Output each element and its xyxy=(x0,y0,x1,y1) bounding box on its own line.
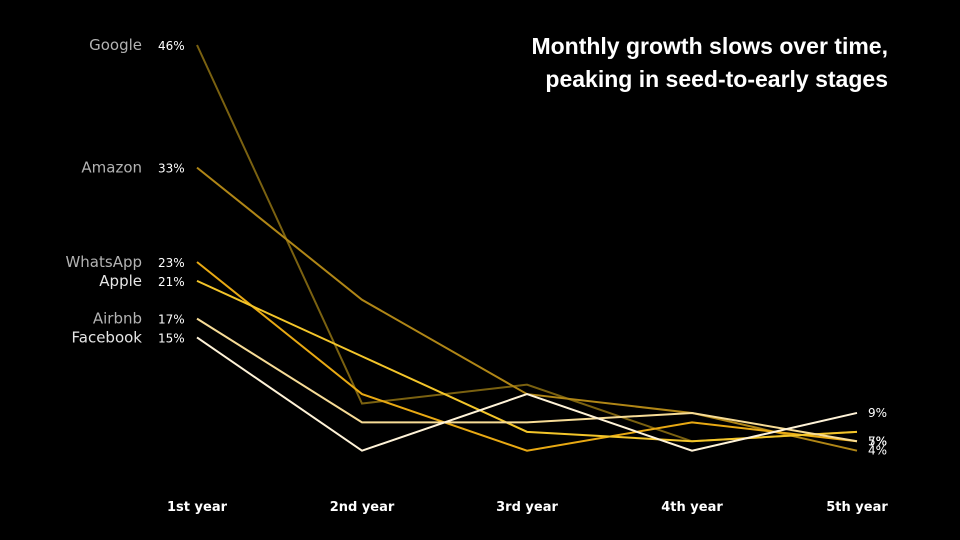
start-value-airbnb: 17% xyxy=(158,313,185,327)
company-label-apple: Apple xyxy=(99,272,142,290)
series-line-airbnb xyxy=(196,317,858,443)
company-label-whatsapp: WhatsApp xyxy=(65,253,142,271)
series-line-facebook xyxy=(196,336,858,452)
x-tick-label: 2nd year xyxy=(330,500,395,515)
x-tick-label: 3rd year xyxy=(496,500,558,515)
start-value-amazon: 33% xyxy=(158,162,185,176)
series-line-whatsapp xyxy=(196,261,858,452)
end-value-amazon: 4% xyxy=(868,444,887,458)
start-value-facebook: 15% xyxy=(158,331,185,345)
company-label-amazon: Amazon xyxy=(81,159,142,177)
start-value-whatsapp: 23% xyxy=(158,256,185,270)
x-tick-label: 1st year xyxy=(167,500,228,515)
company-label-facebook: Facebook xyxy=(72,328,143,346)
series-line-apple xyxy=(196,279,858,443)
end-value-facebook: 9% xyxy=(868,406,887,420)
end-value-whatsapp: 5% xyxy=(868,434,887,448)
x-tick-label: 5th year xyxy=(826,500,888,515)
chart-title: Monthly growth slows over time, peaking … xyxy=(531,30,888,96)
end-value-airbnb: 7% xyxy=(868,434,887,448)
x-tick-label: 4th year xyxy=(661,500,723,515)
series-line-amazon xyxy=(196,166,858,452)
start-value-apple: 21% xyxy=(158,275,185,289)
title-line-2: peaking in seed-to-early stages xyxy=(545,66,888,92)
company-label-airbnb: Airbnb xyxy=(93,310,142,328)
company-label-google: Google xyxy=(89,36,142,54)
start-value-google: 46% xyxy=(158,39,185,53)
title-line-1: Monthly growth slows over time, xyxy=(531,33,888,59)
